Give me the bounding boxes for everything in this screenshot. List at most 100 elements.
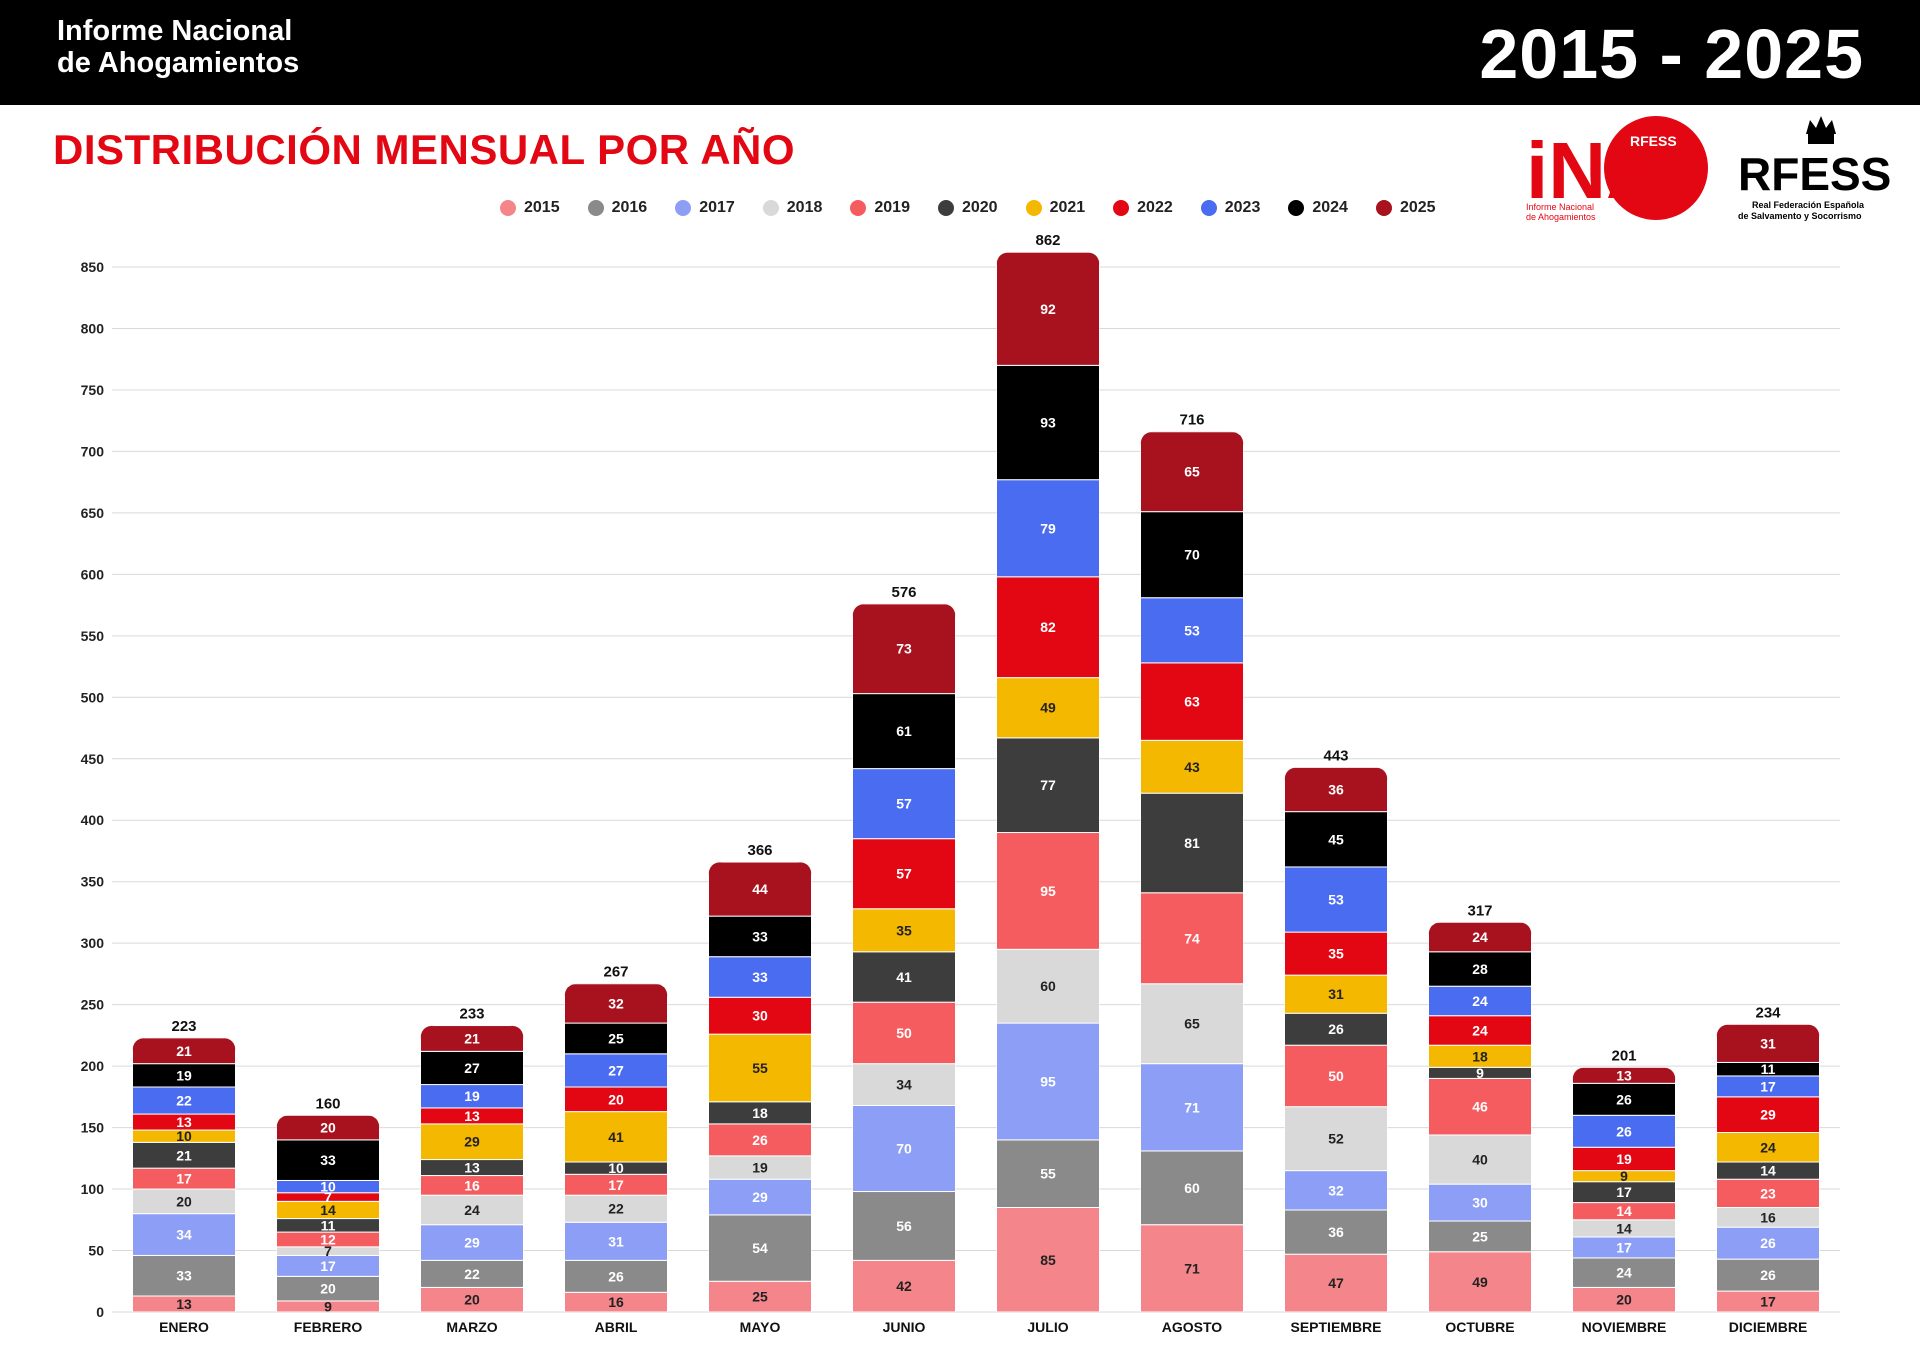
bar-segment-2024-noviembre [1572, 1082, 1676, 1116]
data-label-2021-noviembre: 9 [1620, 1168, 1628, 1184]
bar-stack-julio [996, 252, 1100, 1312]
bar-segment-2024-mayo [708, 915, 812, 958]
bar-labels-agosto: 71 60 71 65 74 81 43 63 53 70 65 [1184, 464, 1200, 1277]
data-label-2025-agosto: 65 [1184, 464, 1200, 480]
data-label-2024-diciembre: 11 [1761, 1061, 1776, 1077]
data-label-2024-agosto: 70 [1184, 547, 1200, 563]
data-label-2019-junio: 50 [896, 1025, 912, 1041]
data-label-2022-agosto: 63 [1184, 694, 1200, 710]
bar-segment-2019-octubre [1428, 1077, 1532, 1136]
bar-stack-febrero [276, 1115, 380, 1312]
total-label-agosto: 716 [1179, 412, 1204, 429]
data-label-2017-agosto: 71 [1184, 1099, 1200, 1115]
data-label-2018-enero: 20 [176, 1193, 192, 1209]
bar-segment-2021-mayo [708, 1033, 812, 1103]
total-label-enero: 223 [171, 1018, 196, 1035]
data-label-2025-enero: 21 [176, 1043, 192, 1059]
data-label-2016-noviembre: 24 [1616, 1265, 1632, 1281]
data-label-2022-septiembre: 35 [1328, 946, 1344, 962]
total-label-febrero: 160 [315, 1095, 340, 1112]
bar-segment-2023-septiembre [1284, 866, 1388, 933]
bar-segment-2019-julio [996, 832, 1100, 950]
bar-segment-2018-julio [996, 948, 1100, 1024]
data-label-2019-julio: 95 [1040, 883, 1056, 899]
data-label-2022-mayo: 30 [752, 1008, 768, 1024]
data-label-2016-junio: 56 [896, 1218, 912, 1234]
data-label-2022-junio: 57 [896, 866, 912, 882]
bar-segment-2021-marzo [420, 1123, 524, 1161]
ina-logo-text: iNA [1526, 126, 1664, 215]
bar-segment-2022-junio [852, 838, 956, 910]
data-label-2021-julio: 49 [1040, 700, 1056, 716]
data-label-2024-enero: 19 [176, 1067, 192, 1083]
x-tick-label-marzo: MARZO [446, 1319, 497, 1335]
bar-segment-2025-noviembre [1572, 1067, 1676, 1084]
data-label-2017-enero: 34 [176, 1227, 192, 1243]
y-tick-label-450: 450 [81, 751, 105, 767]
bar-segment-2018-septiembre [1284, 1106, 1388, 1172]
data-label-2017-marzo: 29 [464, 1235, 480, 1251]
data-label-2016-enero: 33 [176, 1268, 192, 1284]
bar-segment-2021-agosto [1140, 739, 1244, 794]
y-tick-label-100: 100 [81, 1181, 105, 1197]
bar-segment-2024-septiembre [1284, 811, 1388, 868]
data-label-2020-noviembre: 17 [1616, 1184, 1632, 1200]
ina-caption-line1: Informe Nacional [1526, 202, 1594, 212]
ina-caption-line2: de Ahogamientos [1526, 212, 1596, 222]
data-label-2016-julio: 55 [1040, 1166, 1056, 1182]
data-label-2018-diciembre: 16 [1760, 1209, 1776, 1225]
bar-segment-2017-junio [852, 1104, 956, 1193]
total-label-abril: 267 [603, 964, 628, 981]
legend-label-2022: 2022 [1137, 199, 1173, 216]
data-label-2021-octubre: 18 [1472, 1048, 1488, 1064]
header-bar: Informe Nacional de Ahogamientos 2015 - … [0, 0, 1920, 105]
data-label-2015-septiembre: 47 [1328, 1275, 1344, 1291]
bar-segment-2017-septiembre [1284, 1170, 1388, 1211]
data-label-2024-octubre: 28 [1472, 961, 1488, 977]
data-label-2020-abril: 10 [608, 1160, 624, 1176]
data-label-2024-mayo: 33 [752, 928, 768, 944]
data-label-2018-junio: 34 [896, 1077, 912, 1093]
data-label-2023-noviembre: 26 [1616, 1123, 1632, 1139]
y-tick-label-150: 150 [81, 1120, 105, 1136]
bar-segment-2025-marzo [420, 1025, 524, 1052]
data-label-2023-enero: 22 [176, 1093, 192, 1109]
x-tick-label-mayo: MAYO [740, 1319, 781, 1335]
data-label-2025-septiembre: 36 [1328, 782, 1344, 798]
data-label-2018-octubre: 40 [1472, 1152, 1488, 1168]
y-tick-label-550: 550 [81, 628, 105, 644]
data-label-2019-febrero: 12 [320, 1231, 336, 1247]
legend-item-2017: 2017 [675, 199, 735, 217]
report-name-line2: de Ahogamientos [57, 47, 300, 79]
legend-swatch-2018 [762, 200, 779, 216]
legend-swatch-2025 [1375, 200, 1392, 216]
legend-label-2016: 2016 [611, 199, 648, 216]
y-tick-label-350: 350 [81, 874, 105, 890]
bar-segment-2015-septiembre [1284, 1253, 1388, 1312]
bar-segment-2025-septiembre [1284, 767, 1388, 813]
data-label-2015-octubre: 49 [1472, 1274, 1488, 1290]
bar-segment-2022-abril [564, 1086, 668, 1113]
total-label-marzo: 233 [459, 1006, 484, 1023]
total-label-diciembre: 234 [1755, 1004, 1781, 1021]
bar-labels-junio: 42 56 70 34 50 41 35 57 57 61 73 [896, 641, 912, 1294]
bar-segment-2024-agosto [1140, 511, 1244, 599]
x-tick-label-julio: JULIO [1027, 1319, 1068, 1335]
data-label-2016-mayo: 54 [752, 1240, 768, 1256]
legend-swatch-2021 [1025, 200, 1042, 216]
data-label-2018-agosto: 65 [1184, 1016, 1200, 1032]
data-label-2022-diciembre: 29 [1760, 1107, 1776, 1123]
bar-segment-2025-mayo [708, 862, 812, 917]
legend-label-2025: 2025 [1399, 199, 1436, 216]
data-label-2015-abril: 16 [608, 1294, 624, 1310]
data-label-2025-octubre: 24 [1472, 929, 1488, 945]
bar-segment-2017-diciembre [1716, 1226, 1820, 1260]
bar-segment-2024-octubre [1428, 951, 1532, 987]
legend-label-2020: 2020 [961, 199, 998, 216]
data-label-2023-abril: 27 [608, 1062, 624, 1078]
bar-segment-2023-abril [564, 1053, 668, 1088]
legend-swatch-2024 [1288, 200, 1305, 216]
legend-swatch-2017 [675, 200, 692, 216]
data-label-2022-marzo: 13 [464, 1108, 480, 1124]
data-label-2020-julio: 77 [1040, 777, 1056, 793]
